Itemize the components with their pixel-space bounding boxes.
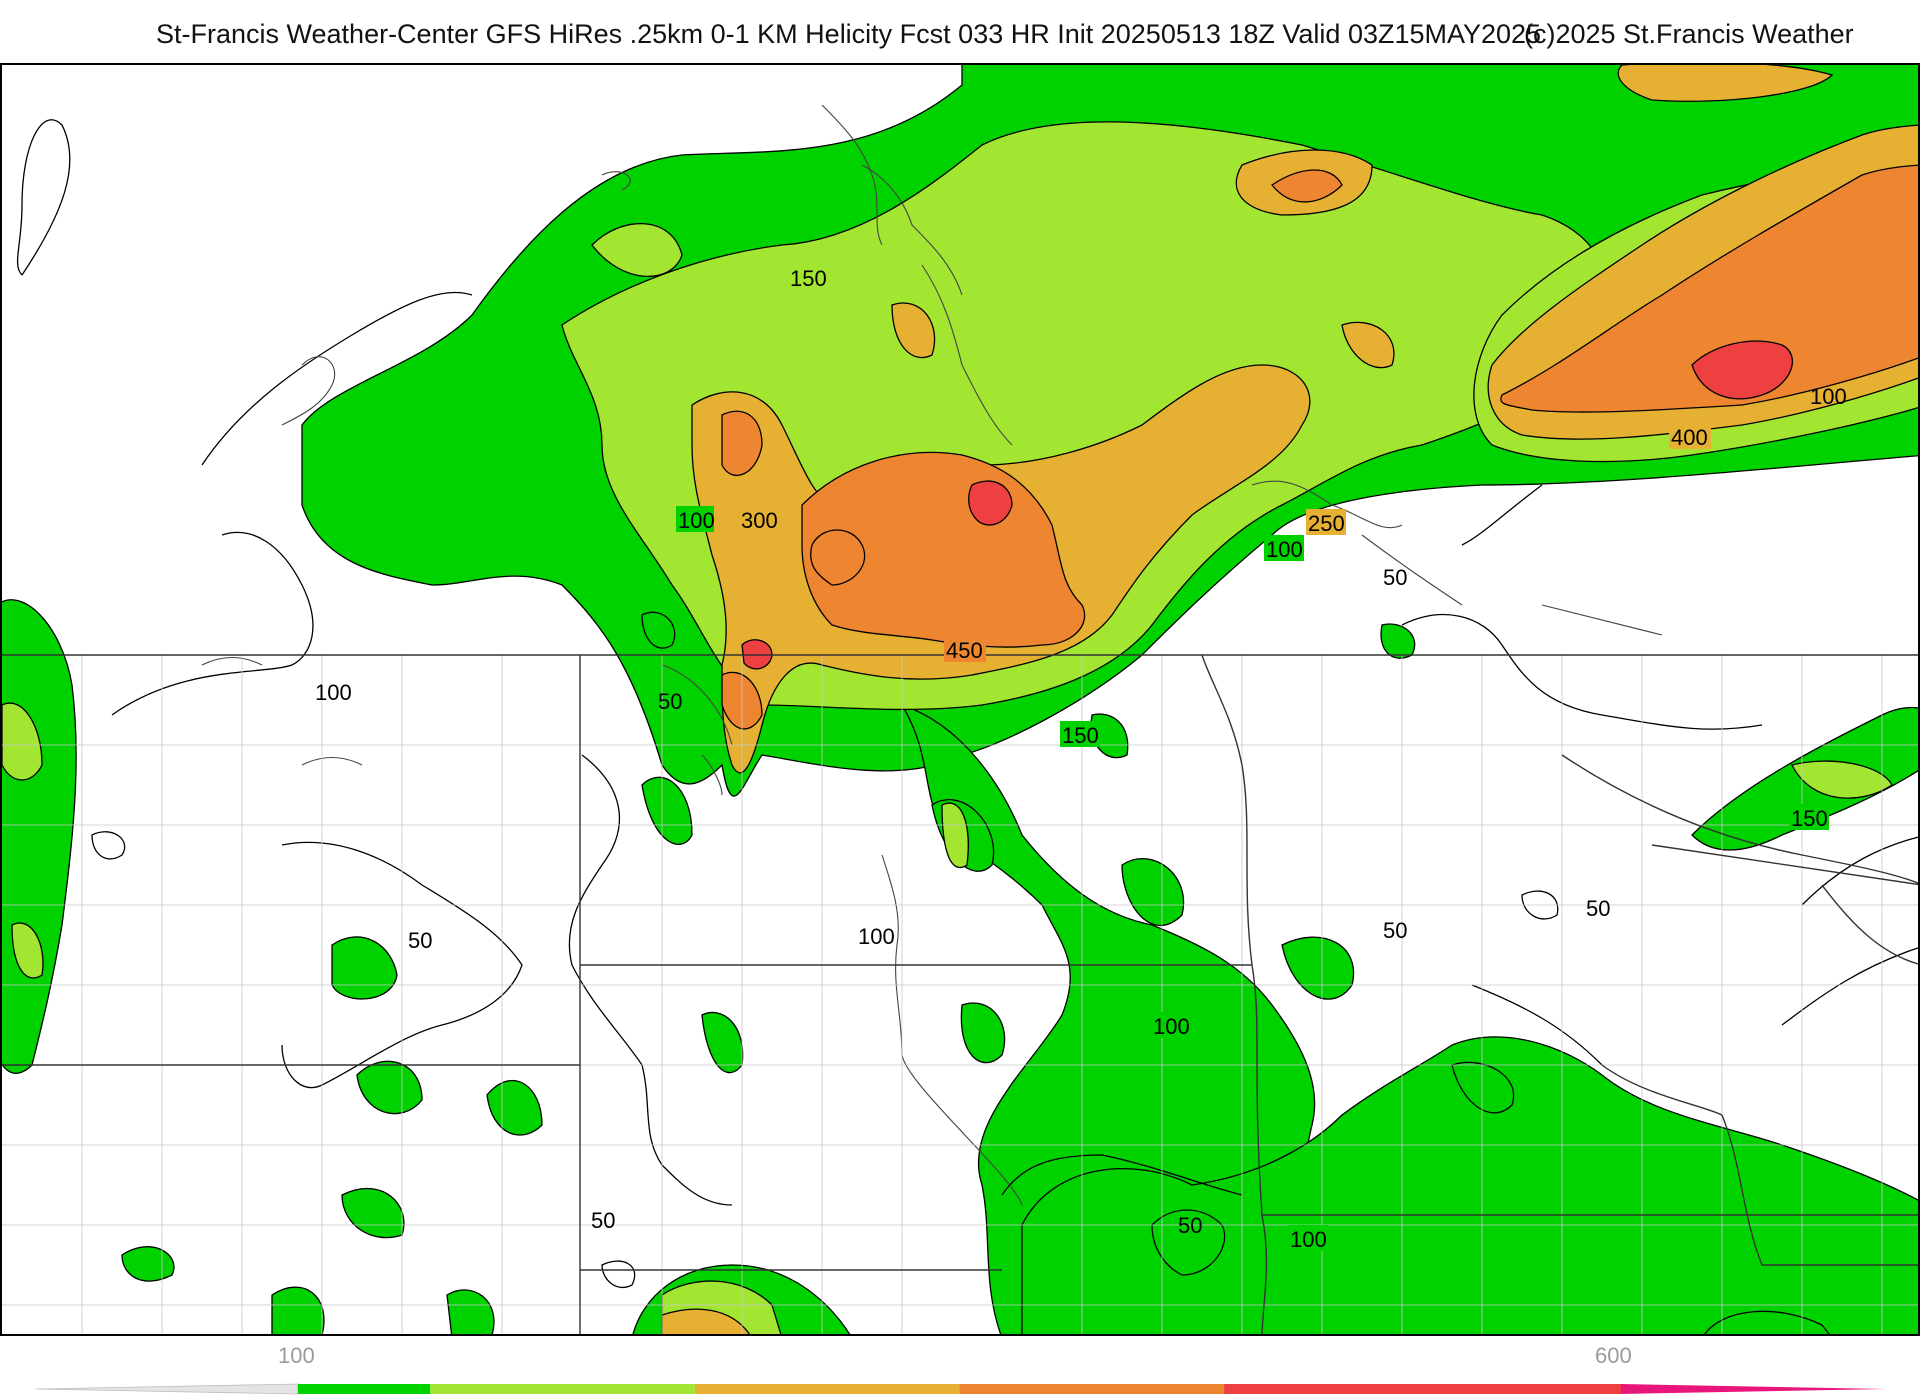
contour-label: 50 bbox=[408, 928, 432, 953]
contour-label: 100 bbox=[858, 924, 895, 949]
contour-label: 450 bbox=[946, 638, 983, 663]
contour-label: 50 bbox=[1383, 918, 1407, 943]
colorbar-band bbox=[430, 1384, 695, 1394]
contour-label: 400 bbox=[1671, 425, 1708, 450]
helicity-map: 150 100 300 250 400 100 100 50 450 150 1… bbox=[0, 63, 1920, 1336]
fill-350-450 bbox=[721, 164, 1918, 730]
colorbar-label-600: 600 bbox=[1595, 1343, 1632, 1368]
contour-label: 50 bbox=[1383, 565, 1407, 590]
colorbar-under-taper bbox=[36, 1383, 299, 1395]
colorbar-band bbox=[694, 1384, 960, 1394]
geography-lines bbox=[201, 104, 1663, 1206]
colorbar-bands bbox=[36, 1383, 1886, 1395]
colorbar-band bbox=[959, 1384, 1225, 1394]
colorbar-label-100: 100 bbox=[278, 1343, 315, 1368]
contour-label: 50 bbox=[591, 1208, 615, 1233]
colorbar-band bbox=[298, 1384, 431, 1394]
contour-label: 100 bbox=[1153, 1014, 1190, 1039]
contour-label: 100 bbox=[1810, 384, 1847, 409]
title-text: St-Francis Weather-Center GFS HiRes .25k… bbox=[156, 19, 1542, 49]
contour-label: 100 bbox=[315, 680, 352, 705]
contour-labels: 150 100 300 250 400 100 100 50 450 150 1… bbox=[315, 264, 1847, 1252]
colorbar-over-taper bbox=[1621, 1384, 1886, 1394]
contour-label: 300 bbox=[741, 508, 778, 533]
contour-label: 150 bbox=[790, 266, 827, 291]
contour-label: 50 bbox=[1178, 1213, 1202, 1238]
contour-label: 100 bbox=[678, 508, 715, 533]
contour-label: 100 bbox=[1290, 1227, 1327, 1252]
copyright-text: (c)2025 St.Francis Weather bbox=[1524, 19, 1854, 49]
chart-title: St-Francis Weather-Center GFS HiRes .25k… bbox=[0, 14, 1920, 54]
contour-label: 100 bbox=[1266, 537, 1303, 562]
contour-label: 250 bbox=[1308, 511, 1345, 536]
contour-label: 50 bbox=[658, 689, 682, 714]
state-borders bbox=[2, 654, 1918, 1334]
county-lines bbox=[2, 655, 1918, 1334]
colorbar bbox=[36, 1383, 1886, 1395]
fill-450-600 bbox=[741, 340, 1793, 670]
contour-label: 50 bbox=[1586, 896, 1610, 921]
contour-label: 150 bbox=[1791, 806, 1828, 831]
map-canvas: 150 100 300 250 400 100 100 50 450 150 1… bbox=[2, 65, 1918, 1334]
contour-label: 150 bbox=[1062, 723, 1099, 748]
colorbar-band bbox=[1224, 1384, 1621, 1394]
